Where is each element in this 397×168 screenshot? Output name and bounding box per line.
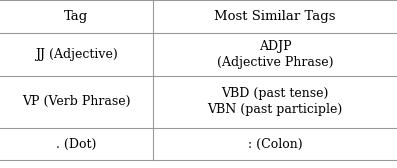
Text: ADJP
(Adjective Phrase): ADJP (Adjective Phrase) <box>217 40 333 69</box>
Text: VP (Verb Phrase): VP (Verb Phrase) <box>22 95 131 108</box>
Text: Most Similar Tags: Most Similar Tags <box>214 10 336 23</box>
Text: JJ (Adjective): JJ (Adjective) <box>35 48 118 61</box>
Text: VBD (past tense)
VBN (past participle): VBD (past tense) VBN (past participle) <box>207 87 343 116</box>
Text: . (Dot): . (Dot) <box>56 138 96 151</box>
Text: : (Colon): : (Colon) <box>248 138 302 151</box>
Text: Tag: Tag <box>64 10 89 23</box>
